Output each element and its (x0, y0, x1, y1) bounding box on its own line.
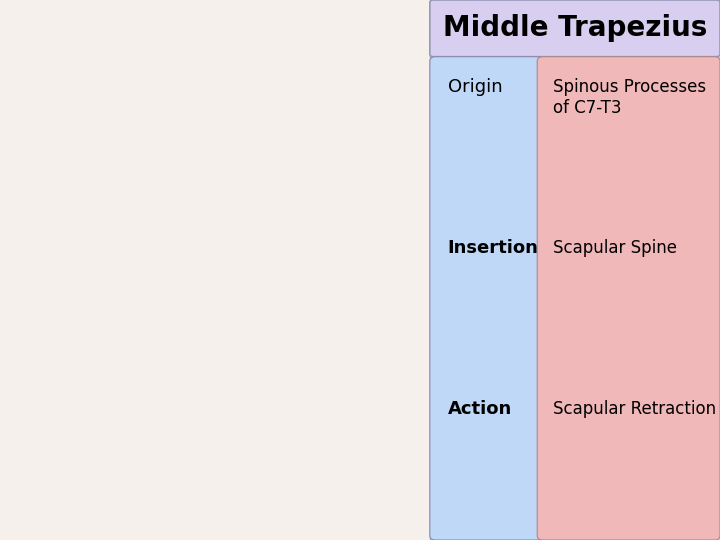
Text: Origin: Origin (448, 78, 503, 96)
FancyBboxPatch shape (430, 57, 543, 540)
Text: Spinous Processes
of C7-T3: Spinous Processes of C7-T3 (553, 78, 706, 117)
FancyBboxPatch shape (430, 0, 720, 57)
Bar (0, 0, 430, 540)
Text: Action: Action (448, 401, 512, 418)
Text: Middle Trapezius: Middle Trapezius (443, 15, 707, 42)
Bar (430, 0, 720, 540)
FancyBboxPatch shape (537, 57, 720, 540)
Text: Insertion: Insertion (448, 239, 539, 258)
Bar (0, 0, 430, 540)
Text: Scapular Spine: Scapular Spine (553, 239, 677, 258)
Text: Scapular Retraction: Scapular Retraction (553, 401, 716, 418)
